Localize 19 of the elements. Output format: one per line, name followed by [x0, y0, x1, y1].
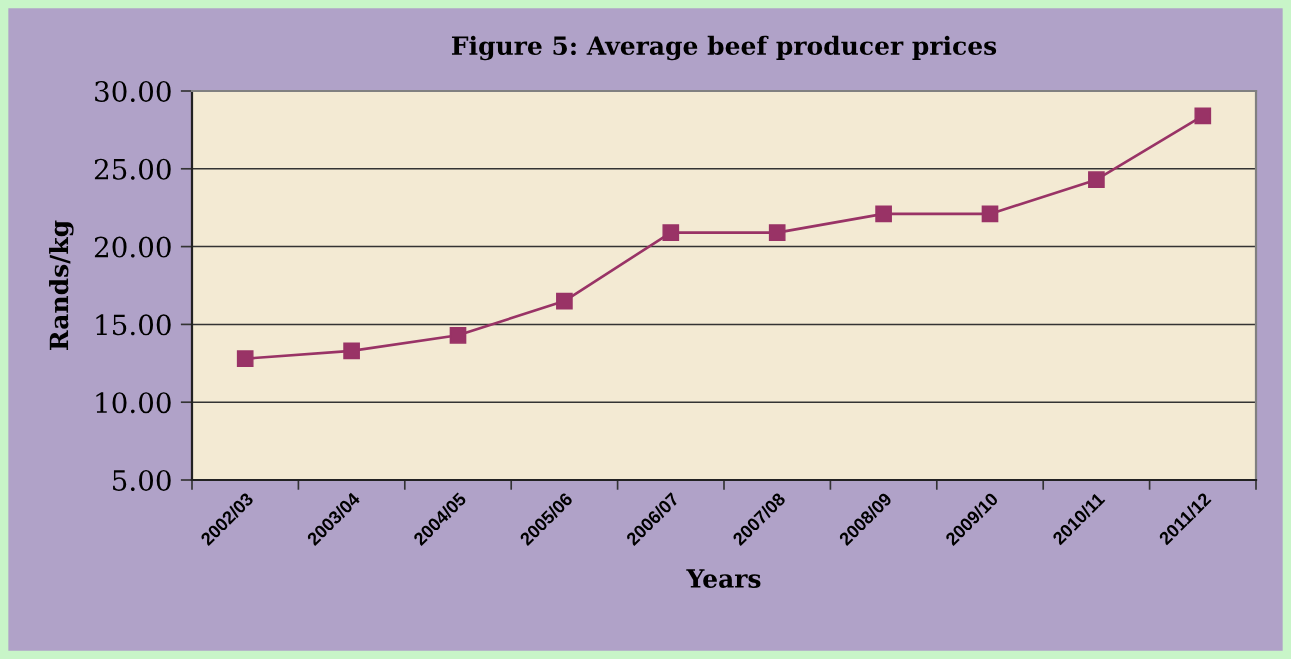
y-tick-label: 25.00 — [94, 158, 171, 180]
point — [449, 326, 467, 344]
chart-title: Figure 5: Average beef producer prices — [451, 35, 997, 61]
point — [1088, 171, 1105, 189]
x-axis-title: Years — [686, 569, 761, 588]
y-tick-label: 15.00 — [96, 314, 171, 336]
point — [662, 224, 680, 241]
y-tick-label: 30.00 — [95, 80, 171, 102]
y-tick-label: 10.00 — [96, 392, 171, 414]
y-axis-title: Rands/kg — [49, 220, 74, 350]
y-tick-label: 5.00 — [113, 469, 171, 491]
point — [236, 350, 254, 367]
point — [875, 205, 892, 223]
point — [768, 224, 786, 241]
point — [343, 342, 360, 360]
point — [556, 292, 573, 310]
y-tick-label: 20.00 — [94, 236, 171, 258]
point — [1194, 107, 1212, 125]
point — [981, 205, 999, 223]
